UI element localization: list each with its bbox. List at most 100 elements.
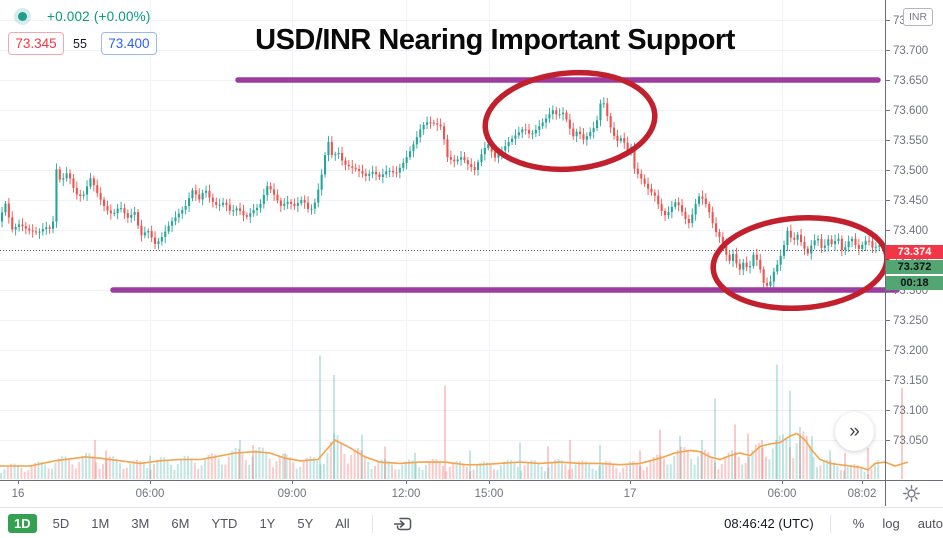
candle-body <box>776 264 779 272</box>
candle-body <box>415 137 418 145</box>
candle-body <box>687 219 690 224</box>
volume-bar <box>353 449 356 479</box>
volume-bar <box>159 457 162 479</box>
candle-body <box>120 208 123 210</box>
buy-button[interactable]: 73.400 <box>100 32 157 55</box>
range-button-1y[interactable]: 1Y <box>259 516 276 531</box>
candle-body <box>616 135 619 141</box>
candle-body <box>337 153 340 155</box>
volume-bar <box>663 458 665 479</box>
volume-bar <box>836 465 839 479</box>
price-tick-label: 73.600 <box>893 105 928 117</box>
candle-body <box>834 241 837 245</box>
candle-body <box>813 240 816 246</box>
volume-bar <box>442 466 444 479</box>
volume-bar <box>282 454 285 479</box>
volume-bar <box>523 465 526 479</box>
candle-body <box>840 238 843 251</box>
volume-bar <box>47 468 50 479</box>
volume-bar <box>550 462 553 479</box>
candle-body <box>137 212 140 226</box>
scale-button-auto[interactable]: auto <box>917 516 943 531</box>
volume-bar <box>710 456 713 479</box>
volume-bar <box>867 474 869 479</box>
candle-body <box>453 159 456 162</box>
volume-bar <box>765 456 767 479</box>
candle-body <box>215 201 218 205</box>
volume-bar <box>391 464 393 479</box>
candle-body <box>749 266 752 268</box>
candle-body <box>721 236 724 245</box>
candle-body <box>483 148 486 155</box>
currency-unit-badge[interactable]: INR <box>903 8 933 26</box>
volume-bar <box>554 459 557 479</box>
volume-bar <box>302 461 305 479</box>
volume-bar <box>445 471 448 479</box>
range-button-5d[interactable]: 5D <box>52 516 70 531</box>
price-tick-label: 73.400 <box>893 225 928 237</box>
volume-bar <box>819 465 822 479</box>
candle-body <box>143 232 146 236</box>
scroll-to-recent-button[interactable]: » <box>835 412 874 451</box>
volume-bar <box>598 465 601 479</box>
candle-body <box>541 122 544 127</box>
volume-bar <box>323 464 325 479</box>
candle-body <box>524 129 527 131</box>
quote-panel: +0.002 (+0.00%) 73.345 55 73.400 <box>8 6 157 55</box>
candle-body <box>456 159 459 162</box>
volume-bar <box>166 460 169 479</box>
volume-bar <box>136 459 138 479</box>
candle-body <box>636 168 639 174</box>
range-button-3m[interactable]: 3M <box>131 516 150 531</box>
candle-body <box>528 130 531 134</box>
candle-body <box>232 210 235 212</box>
sell-button[interactable]: 73.345 <box>8 32 64 55</box>
volume-bar <box>761 447 764 479</box>
volume-bar <box>363 455 366 479</box>
candle-body <box>225 202 228 205</box>
clock-utc[interactable]: 08:46:42 (UTC) <box>724 516 814 531</box>
volume-bar <box>686 451 689 479</box>
volume-bar <box>299 467 302 479</box>
candle-body <box>113 212 116 214</box>
candle-body <box>354 167 357 170</box>
bottom-toolbar: 1D 5D 1M 3M 6M YTD 1Y 5Y All 08:46:42 (UTC) % log… <box>0 507 943 538</box>
candle-body <box>405 157 408 163</box>
go-to-date-icon[interactable] <box>393 514 414 534</box>
candle-body <box>551 110 554 115</box>
candle-body <box>18 224 21 227</box>
candle-body <box>817 238 820 241</box>
scale-button-log[interactable]: log <box>882 516 900 531</box>
candle-body <box>810 245 813 254</box>
candle-body <box>361 171 364 174</box>
gear-icon[interactable] <box>899 482 923 504</box>
candle-body <box>58 169 61 180</box>
candle-body <box>279 200 282 206</box>
volume-bar <box>336 435 339 479</box>
scale-button-percent[interactable]: % <box>852 516 865 531</box>
annotation-circle[interactable] <box>481 66 659 176</box>
range-button-6m[interactable]: 6M <box>171 516 190 531</box>
candle-body <box>330 141 333 155</box>
range-button-5y[interactable]: 5Y <box>297 516 314 531</box>
price-tick-label: 73.100 <box>893 405 928 417</box>
volume-bar <box>741 464 744 479</box>
market-status-dot <box>18 11 27 21</box>
range-button-all[interactable]: All <box>335 516 350 531</box>
volume-bar <box>782 434 784 479</box>
candle-body <box>211 197 214 202</box>
range-button-1m[interactable]: 1M <box>91 516 110 531</box>
volume-bar <box>360 450 363 479</box>
volume-bar <box>370 468 373 479</box>
volume-bar <box>78 461 81 479</box>
candle-body <box>769 281 772 286</box>
volume-bar <box>244 460 247 479</box>
range-button-ytd[interactable]: YTD <box>211 516 238 531</box>
volume-bar <box>295 468 298 479</box>
candle-body <box>494 151 497 158</box>
volume-bar <box>642 470 645 479</box>
candle-body <box>504 146 507 151</box>
volume-bar <box>37 461 40 479</box>
range-button-1d[interactable]: 1D <box>8 514 37 533</box>
